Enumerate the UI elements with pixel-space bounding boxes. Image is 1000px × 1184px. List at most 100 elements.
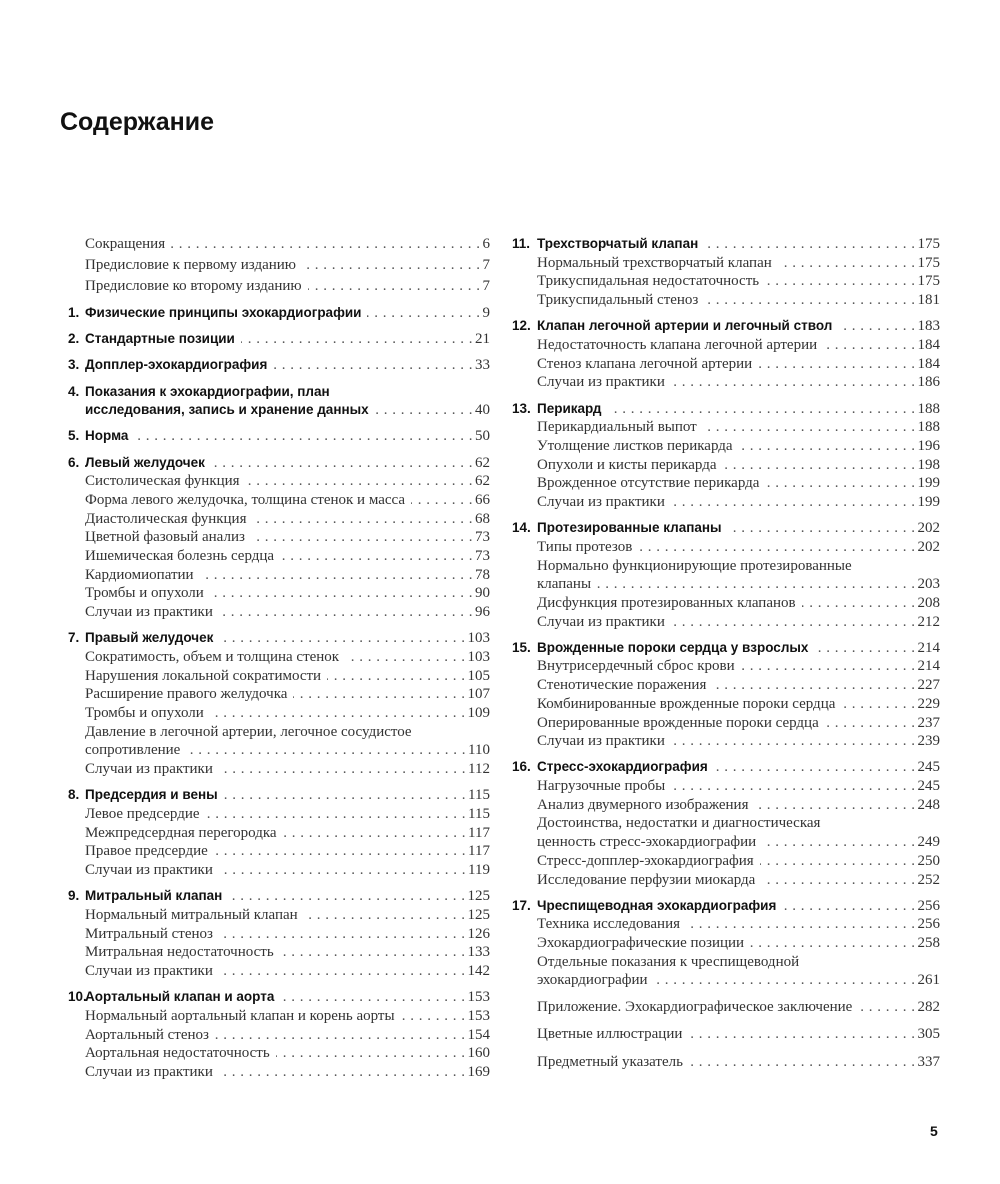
toc-entry[interactable]: Трикуспидальный стеноз 181 [537, 292, 940, 311]
chapter-heading[interactable]: 16. Стресс-эхокардиография 245 [512, 759, 940, 778]
chapter-heading[interactable]: 12. Клапан легочной артерии и легочный ст… [512, 318, 940, 337]
chapter-heading[interactable]: 2. Стандартные позиции 21 [68, 331, 490, 350]
toc-entry[interactable]: Трикуспидальная недостаточность 175 [537, 273, 940, 292]
toc-entry[interactable]: Исследование перфузии миокарда 252 [537, 872, 940, 891]
chapter-subentries: Нагрузочные пробы 245 Анализ двумерного из… [512, 778, 940, 890]
toc-entry[interactable]: Стенотические поражения 227 [537, 677, 940, 696]
page-ref: 249 [917, 834, 941, 851]
chapter-section: 14.Протезированные клапаны202Типы протез… [512, 520, 940, 632]
entry-title: Случаи из практики [537, 733, 665, 750]
toc-entry[interactable]: Митральный стеноз 126 [85, 926, 490, 945]
entry-title: Отдельные показания к чреспищеводной [537, 953, 800, 970]
entry-line: Дисфункция протезированных клапанов 208 [537, 595, 940, 614]
toc-entry[interactable]: Левое предсердие 115 [85, 806, 490, 825]
toc-entry[interactable]: Сократимость, объем и толщина стенок 103 [85, 649, 490, 668]
toc-entry[interactable]: Перикардиальный выпот 188 [537, 419, 940, 438]
toc-entry[interactable]: Кардиомиопатии 78 [85, 567, 490, 586]
toc-entry[interactable]: Недостаточность клапана легочной артерии… [537, 337, 940, 356]
dot-leader [739, 438, 916, 455]
toc-entry[interactable]: Случаи из практики 186 [537, 374, 940, 393]
entry-title: Клапан легочной артерии и легочный ствол [537, 318, 833, 334]
toc-entry[interactable]: Достоинства, недостатки и диагностическа… [537, 815, 940, 852]
toc-entry[interactable]: Форма левого желудочка, толщина стенок и… [85, 492, 490, 511]
chapter-heading[interactable]: 13. Перикард 188 [512, 401, 940, 420]
chapter-heading[interactable]: 3. Допплер-эхокардиография 33 [68, 357, 490, 376]
toc-entry[interactable]: Случаи из практики 112 [85, 761, 490, 780]
entry-title: Перикард [537, 400, 602, 416]
chapter-number: 4. [68, 383, 80, 399]
toc-entry[interactable]: Аортальный стеноз 154 [85, 1027, 490, 1046]
toc-entry[interactable]: Случаи из практики 239 [537, 733, 940, 752]
toc-entry[interactable]: Техника исследования 256 [537, 916, 940, 935]
toc-entry[interactable]: Анализ двумерного изображения 248 [537, 797, 940, 816]
toc-entry[interactable]: Тромбы и опухоли 90 [85, 585, 490, 604]
toc-entry[interactable]: Тромбы и опухоли 109 [85, 705, 490, 724]
toc-entry[interactable]: Стресс-допплер-эхокардиография 250 [537, 853, 940, 872]
chapter-heading[interactable]: 1. Физические принципы эхокардиографии 9 [68, 305, 490, 324]
chapter-heading[interactable]: 4. Показания к эхокардиографии, план иссле… [68, 384, 490, 421]
toc-entry[interactable]: Случаи из практики 212 [537, 614, 940, 633]
chapter-section: 16.Стресс-эхокардиография245Нагрузочные … [512, 759, 940, 890]
toc-entry[interactable]: Отдельные показания к чреспищеводной эхок… [537, 954, 940, 991]
entry-line: Типы протезов 202 [537, 539, 940, 558]
entry-line: 17. Чреспищеводная эхокардиография 256 [512, 898, 940, 917]
toc-entry[interactable]: Оперированные врожденные пороки сердца 23… [537, 715, 940, 734]
toc-entry[interactable]: Нарушения локальной сократимости 105 [85, 668, 490, 687]
toc-entry[interactable]: Комбинированные врожденные пороки сердца… [537, 696, 940, 715]
chapter-heading[interactable]: 6. Левый желудочек 62 [68, 455, 490, 474]
toc-entry[interactable]: Ишемическая болезнь сердца 73 [85, 548, 490, 567]
toc-entry[interactable]: Сокращения 6 [85, 236, 490, 257]
entry-title: эхокардиографии [537, 972, 648, 989]
toc-entry[interactable]: Предметный указатель 337 [537, 1054, 940, 1073]
toc-entry[interactable]: Случаи из практики 199 [537, 494, 940, 513]
toc-entry[interactable]: Врожденное отсутствие перикарда 199 [537, 475, 940, 494]
toc-entry[interactable]: Давление в легочной артерии, легочное со… [85, 724, 490, 761]
chapter-heading[interactable]: 15. Врожденные пороки сердца у взрослых 21… [512, 640, 940, 659]
toc-entry[interactable]: Нормальный аортальный клапан и корень ао… [85, 1008, 490, 1027]
toc-entry[interactable]: Стеноз клапана легочной артерии 184 [537, 356, 940, 375]
toc-entry[interactable]: Митральная недостаточность 133 [85, 944, 490, 963]
toc-entry[interactable]: Утолщение листков перикарда 196 [537, 438, 940, 457]
toc-entry[interactable]: Расширение правого желудочка 107 [85, 686, 490, 705]
chapter-heading[interactable]: 10.Аортальный клапан и аорта 153 [68, 989, 490, 1008]
toc-entry[interactable]: Приложение. Эхокардиографическое заключе… [537, 999, 940, 1018]
toc-entry[interactable]: Аортальная недостаточность 160 [85, 1045, 490, 1064]
chapter-heading[interactable]: 5. Норма 50 [68, 428, 490, 447]
chapter-heading[interactable]: 14. Протезированные клапаны 202 [512, 520, 940, 539]
toc-entry[interactable]: Случаи из практики 142 [85, 963, 490, 982]
toc-entry[interactable]: Опухоли и кисты перикарда 198 [537, 457, 940, 476]
toc-entry[interactable]: Нормально функционирующие протезированны… [537, 558, 940, 595]
toc-entry[interactable]: Цветной фазовый анализ 73 [85, 529, 490, 548]
toc-entry[interactable]: Межпредсердная перегородка 117 [85, 825, 490, 844]
toc-entry[interactable]: Типы протезов 202 [537, 539, 940, 558]
toc-entry[interactable]: Диастолическая функция 68 [85, 511, 490, 530]
chapter-number: 6. [68, 454, 80, 470]
chapter-section: 3. Допплер-эхокардиография 33 [68, 357, 490, 376]
toc-entry[interactable]: Систолическая функция 62 [85, 473, 490, 492]
page-ref: 125 [467, 888, 491, 905]
toc-entry[interactable]: Случаи из практики 119 [85, 862, 490, 881]
toc-entry[interactable]: Предисловие к первому изданию 7 [85, 257, 490, 278]
toc-entry[interactable]: Цветные иллюстрации 305 [537, 1026, 940, 1045]
toc-entry[interactable]: Предисловие ко второму изданию 7 [85, 278, 490, 299]
page-ref: 103 [467, 630, 491, 647]
toc-entry[interactable]: Нормальный митральный клапан 125 [85, 907, 490, 926]
toc-entry[interactable]: Эхокардиографические позиции 258 [537, 935, 940, 954]
toc-entry[interactable]: Внутрисердечный сброс крови 214 [537, 658, 940, 677]
entry-title: Стеноз клапана легочной артерии [537, 355, 753, 372]
toc-entry[interactable]: Правое предсердие 117 [85, 843, 490, 862]
chapter-heading[interactable]: 11. Трехстворчатый клапан 175 [512, 236, 940, 255]
chapter-heading[interactable]: 7. Правый желудочек 103 [68, 630, 490, 649]
front-matter: Сокращения 6 Предисловие к первому изданию… [68, 236, 490, 299]
toc-entry[interactable]: Нормальный трехстворчатый клапан 175 [537, 255, 940, 274]
chapter-heading[interactable]: 17. Чреспищеводная эхокардиография 256 [512, 898, 940, 917]
toc-entry[interactable]: Дисфункция протезированных клапанов 208 [537, 595, 940, 614]
toc-entry[interactable]: Случаи из практики 96 [85, 604, 490, 623]
entry-title: Аортальный клапан и аорта [85, 989, 275, 1005]
toc-entry[interactable]: Случаи из практики 169 [85, 1064, 490, 1083]
entry-line: Опухоли и кисты перикарда 198 [537, 457, 940, 476]
chapter-heading[interactable]: 9. Митральный клапан 125 [68, 888, 490, 907]
chapter-heading[interactable]: 8. Предсердия и вены 115 [68, 787, 490, 806]
toc-entry[interactable]: Нагрузочные пробы 245 [537, 778, 940, 797]
dot-leader [714, 759, 916, 776]
